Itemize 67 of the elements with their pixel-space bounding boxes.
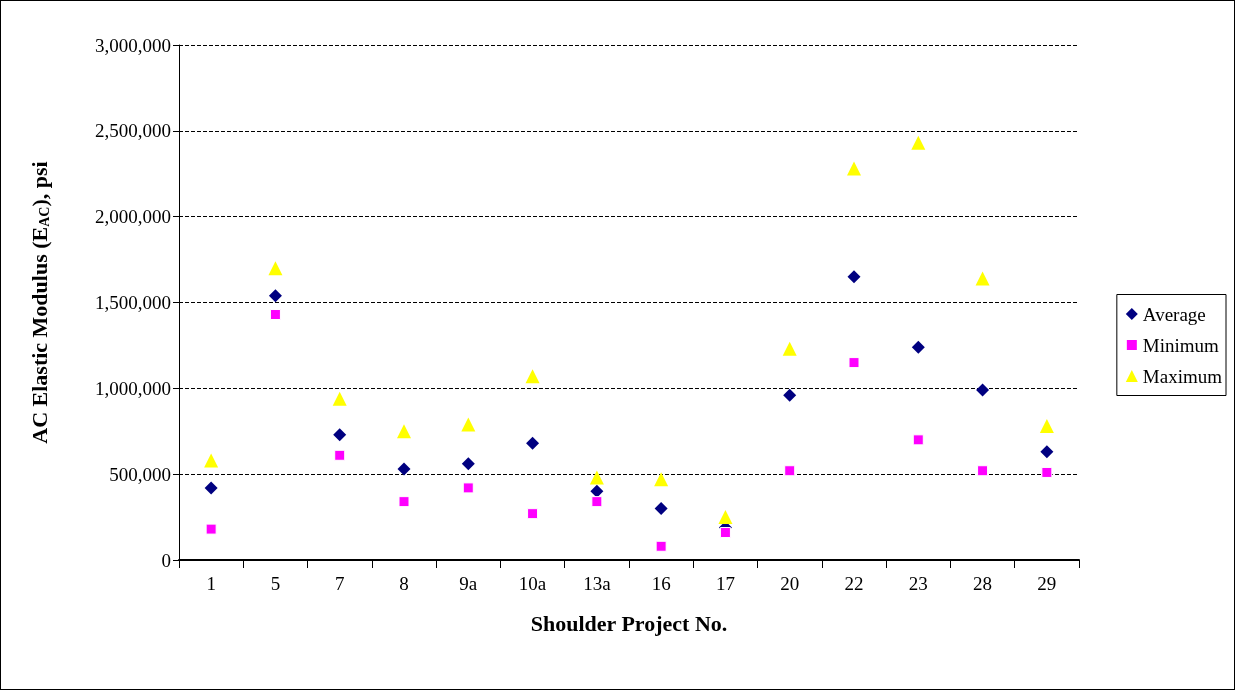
x-axis-title: Shoulder Project No. xyxy=(530,610,728,636)
point xyxy=(784,465,796,477)
point xyxy=(911,135,926,150)
point xyxy=(975,271,990,286)
legend-label: Average xyxy=(1142,303,1206,325)
point xyxy=(525,369,540,384)
x-tick-label: 16 xyxy=(651,573,671,594)
x-tick-label: 17 xyxy=(715,573,735,594)
point xyxy=(589,470,604,485)
y-tick-label: 3,000,000 xyxy=(95,34,171,56)
point xyxy=(269,309,281,321)
point xyxy=(204,453,219,468)
point xyxy=(268,261,283,276)
y-tick-label: 2,500,000 xyxy=(95,120,171,142)
point xyxy=(912,434,924,446)
x-tick-label: 13a xyxy=(583,573,612,594)
point xyxy=(462,482,474,494)
point xyxy=(847,161,861,176)
x-tick-label: 9a xyxy=(459,573,478,594)
point xyxy=(977,465,989,477)
point xyxy=(333,428,347,442)
point xyxy=(461,417,476,432)
x-tick-label: 28 xyxy=(973,573,993,594)
x-tick-label: 22 xyxy=(844,573,864,594)
x-tick-label: 1 xyxy=(206,573,216,594)
point xyxy=(398,496,410,508)
point xyxy=(783,388,797,402)
point xyxy=(332,391,347,406)
point xyxy=(976,383,990,397)
y-tick-label: 1,500,000 xyxy=(95,292,171,313)
point xyxy=(527,508,539,520)
legend-label: Minimum xyxy=(1142,334,1220,356)
point xyxy=(655,540,667,552)
legend-label: Maximum xyxy=(1142,365,1223,387)
y-tick-label: 2,000,000 xyxy=(95,206,171,228)
point xyxy=(461,457,475,471)
point xyxy=(397,462,411,476)
point xyxy=(911,340,925,354)
point xyxy=(719,527,731,539)
x-tick-label: 29 xyxy=(1037,573,1057,594)
point xyxy=(590,484,604,498)
y-tick-label: 0 xyxy=(161,549,171,571)
point xyxy=(847,270,861,284)
point xyxy=(1041,466,1053,478)
point xyxy=(1040,445,1054,459)
point xyxy=(205,523,217,535)
point xyxy=(204,481,218,495)
point xyxy=(1039,419,1054,434)
x-tick-label: 5 xyxy=(270,573,281,594)
y-axis-title: AC Elastic Modulus (EAC), psi xyxy=(26,161,52,444)
point xyxy=(654,502,668,515)
point xyxy=(782,341,797,356)
x-tick-label: 7 xyxy=(334,573,345,594)
point xyxy=(718,510,733,525)
point xyxy=(526,436,540,450)
x-tick-label: 20 xyxy=(780,573,800,594)
point xyxy=(334,449,346,461)
point xyxy=(268,289,282,303)
x-tick-label: 10a xyxy=(518,573,547,594)
y-tick-label: 1,000,000 xyxy=(95,377,171,399)
point xyxy=(591,496,603,508)
x-tick-label: 23 xyxy=(908,573,928,594)
point xyxy=(397,424,411,439)
point xyxy=(848,357,860,369)
y-tick-label: 500,000 xyxy=(109,463,171,485)
point xyxy=(654,472,669,487)
x-tick-label: 8 xyxy=(399,573,409,594)
